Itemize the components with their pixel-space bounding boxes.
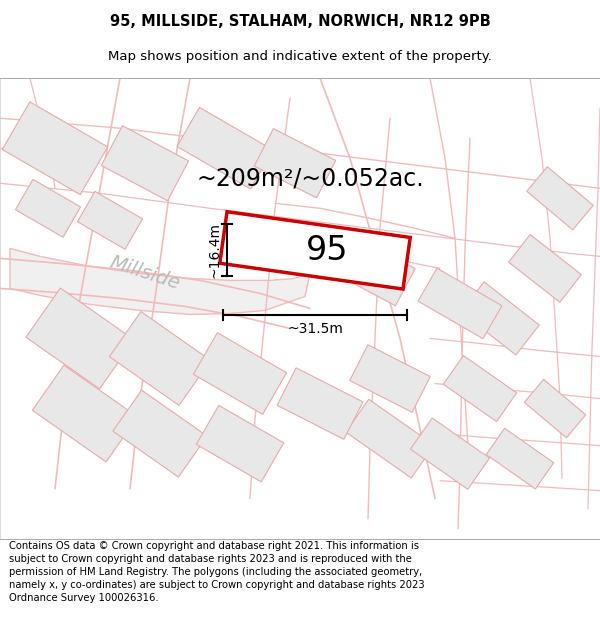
Polygon shape [16, 179, 80, 238]
Polygon shape [254, 129, 336, 198]
Text: Contains OS data © Crown copyright and database right 2021. This information is
: Contains OS data © Crown copyright and d… [9, 541, 425, 602]
Polygon shape [509, 234, 581, 302]
Polygon shape [220, 212, 410, 289]
Polygon shape [410, 418, 490, 489]
Text: ~31.5m: ~31.5m [287, 322, 343, 336]
Polygon shape [486, 428, 554, 489]
Text: ~16.4m: ~16.4m [207, 222, 221, 278]
Polygon shape [418, 268, 502, 339]
Text: Millside: Millside [107, 253, 182, 294]
Polygon shape [101, 126, 188, 201]
Polygon shape [10, 248, 310, 314]
Polygon shape [443, 356, 517, 422]
Text: 95: 95 [306, 234, 348, 267]
Polygon shape [109, 311, 211, 406]
Polygon shape [346, 399, 434, 478]
Polygon shape [77, 191, 143, 249]
Polygon shape [524, 379, 586, 438]
Text: 95, MILLSIDE, STALHAM, NORWICH, NR12 9PB: 95, MILLSIDE, STALHAM, NORWICH, NR12 9PB [110, 14, 490, 29]
Polygon shape [177, 107, 273, 189]
Polygon shape [196, 406, 284, 482]
Text: Map shows position and indicative extent of the property.: Map shows position and indicative extent… [108, 50, 492, 62]
Polygon shape [2, 102, 108, 194]
Polygon shape [32, 365, 137, 462]
Polygon shape [193, 332, 287, 414]
Polygon shape [277, 368, 363, 439]
Polygon shape [527, 167, 593, 230]
Polygon shape [113, 390, 207, 477]
Polygon shape [350, 345, 430, 413]
Polygon shape [26, 288, 134, 389]
Polygon shape [461, 282, 539, 355]
Polygon shape [325, 231, 415, 306]
Text: ~209m²/~0.052ac.: ~209m²/~0.052ac. [196, 166, 424, 190]
